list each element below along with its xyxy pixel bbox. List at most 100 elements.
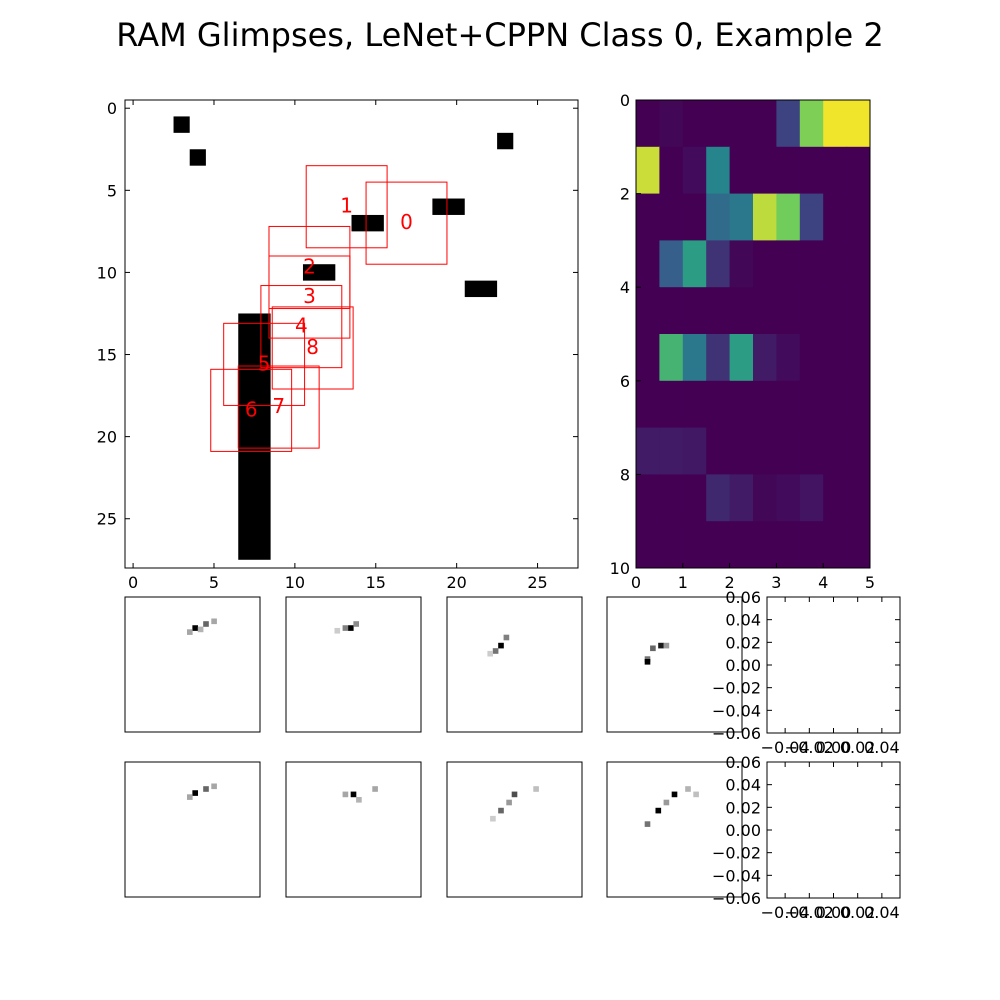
heatmap-cell [776, 287, 801, 335]
heatmap-cell [753, 193, 777, 241]
heatmap-cell [659, 287, 684, 335]
x-tick-label: 25 [527, 573, 547, 592]
heatmap-cell [706, 193, 731, 241]
glimpse-pixel [655, 807, 662, 814]
heatmap-cell [799, 474, 824, 522]
heatmap-cell [823, 193, 848, 241]
glimpse-box [365, 181, 448, 265]
heatmap-cell [753, 287, 777, 335]
heatmap-cell [636, 427, 660, 475]
heatmap-cell [659, 380, 684, 429]
heatmap-cell [799, 334, 824, 382]
glimpse-label: 7 [272, 394, 285, 418]
heatmap-cell [823, 334, 848, 382]
x-tick-label: 0 [631, 573, 641, 592]
glimpse-pixel [644, 658, 651, 665]
y-tick-label: 0.02 [725, 798, 761, 817]
heatmap-cell [659, 193, 684, 241]
heatmap-cell [799, 193, 824, 241]
glimpse-pixel [342, 625, 349, 631]
heatmap-cell [823, 380, 848, 429]
heatmap-cell [729, 146, 754, 195]
glimpse-pixel [658, 642, 664, 649]
glimpse-pixel [186, 794, 193, 800]
glimpse-pixel [685, 786, 691, 792]
glimpse-thumbnail [446, 596, 583, 733]
y-tick-label: 0.06 [725, 588, 761, 607]
heatmap-cell [659, 474, 684, 522]
y-tick-label: 0.04 [725, 611, 761, 630]
y-tick-label: −0.04 [712, 866, 761, 885]
main-image-frame [124, 99, 579, 569]
digit-pixel-block [173, 116, 190, 133]
heatmap-cell [846, 521, 871, 569]
heatmap-cell [753, 380, 777, 429]
x-tick-label: 0.02 [840, 903, 876, 922]
heatmap-cell [706, 380, 731, 429]
heatmap-cell [823, 427, 848, 475]
y-tick-label: 8 [620, 465, 630, 484]
glimpse-pixel [506, 799, 512, 806]
heatmap-frame [635, 99, 871, 569]
y-tick-label: 0 [620, 91, 630, 110]
glimpse-pixel [492, 648, 499, 654]
heatmap-cell [823, 100, 848, 148]
glimpse-thumbnail [285, 761, 422, 898]
x-tick-label: 0.02 [840, 738, 876, 757]
heatmap-cell [706, 287, 731, 335]
x-tick-label: 0 [128, 573, 138, 592]
glimpse-label: 8 [306, 335, 319, 359]
heatmap-cell [776, 474, 801, 522]
heatmap-cell [659, 521, 684, 569]
x-tick-label: 15 [366, 573, 386, 592]
heatmap-cell [846, 287, 871, 335]
glimpse-pixel [372, 786, 378, 792]
heatmap-cell [753, 100, 777, 148]
glimpse-pixel [353, 621, 360, 627]
heatmap-cell [659, 427, 684, 475]
digit-pixel-block [432, 198, 465, 215]
glimpse-pixel [334, 627, 341, 634]
x-tick-label: 20 [446, 573, 466, 592]
heatmap-cell [753, 334, 777, 382]
glimpse-box [237, 365, 320, 449]
heatmap-cell [682, 521, 707, 569]
x-tick-label: −0.04 [761, 903, 810, 922]
heatmap-cell [729, 193, 754, 241]
heatmap-cell [753, 427, 777, 475]
glimpse-pixel [487, 650, 494, 657]
heatmap-cell [636, 521, 660, 569]
heatmap-cell [846, 240, 871, 288]
glimpse-pixel [203, 786, 209, 792]
y-tick-label: −0.02 [712, 844, 761, 863]
heatmap-cell [706, 240, 731, 288]
heatmap-cell [682, 240, 707, 288]
heatmap-cell [846, 380, 871, 429]
heatmap-cell [636, 146, 660, 195]
y-tick-label: −0.06 [712, 889, 761, 908]
heatmap-cell [846, 427, 871, 475]
heatmap-cell [823, 287, 848, 335]
main-image-background [125, 100, 578, 568]
x-tick-label: 0.00 [816, 903, 852, 922]
y-tick-label: 4 [620, 278, 630, 297]
heatmap-cell [659, 334, 684, 382]
y-tick-label: −0.02 [712, 679, 761, 698]
heatmap-cell [729, 427, 754, 475]
y-tick-label: 2 [620, 185, 630, 204]
glimpse-label: 1 [340, 194, 353, 218]
heatmap-cell [823, 146, 848, 195]
heatmap-cell [682, 380, 707, 429]
glimpse-pixel [211, 618, 217, 625]
digit-pixel-block [302, 264, 336, 281]
glimpse-thumbnail [446, 761, 583, 898]
class-probability-heatmap: 0 1 2 3 4 5 0 2 4 6 8 10 [610, 91, 875, 592]
heatmap-cell [753, 521, 777, 569]
heatmap-cell [799, 427, 824, 475]
glimpse-thumbnail [124, 761, 261, 898]
y-tick-label: 0.04 [725, 776, 761, 795]
heatmap-cell [682, 287, 707, 335]
glimpse-label: 0 [400, 210, 413, 234]
heatmap-cell [776, 380, 801, 429]
